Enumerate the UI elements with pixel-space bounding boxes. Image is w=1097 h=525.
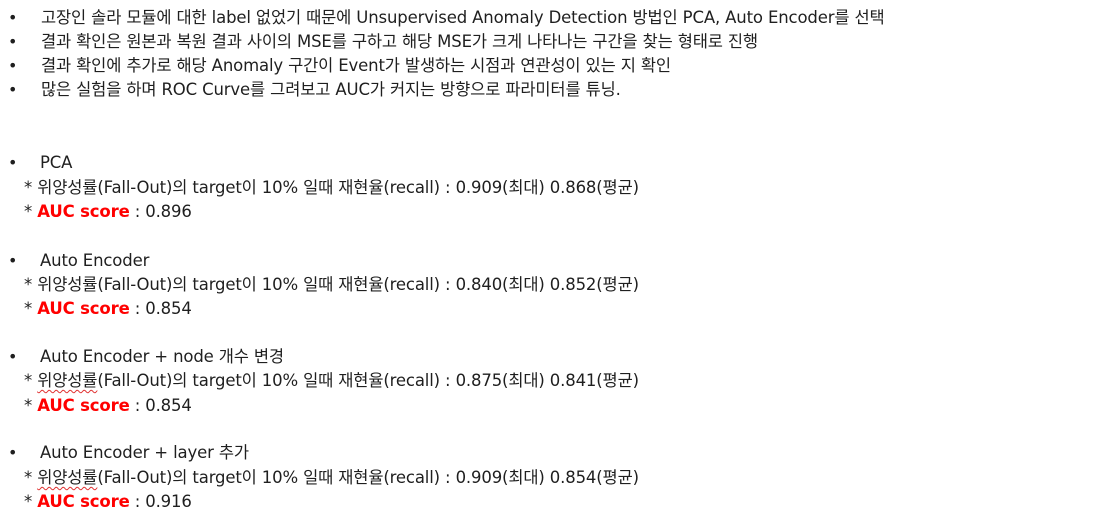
experiment-heading-auto-encoder: • Auto Encoder	[8, 251, 149, 271]
asterisk: *	[24, 299, 38, 318]
asterisk: *	[24, 396, 38, 415]
experiment-recall-line: * 위양성률(Fall-Out)의 target이 10% 일때 재현율(rec…	[24, 177, 639, 199]
recall-text: (Fall-Out)의 target이 10% 일때 재현율(recall) :…	[97, 468, 639, 487]
summary-text: 결과 확인은 원본과 복원 결과 사이의 MSE를 구하고 해당 MSE가 크게…	[41, 32, 758, 51]
auc-score-label: AUC score	[37, 299, 130, 318]
experiment-heading-auto-encoder-node: • Auto Encoder + node 개수 변경	[8, 347, 284, 367]
summary-text: 결과 확인에 추가로 해당 Anomaly 구간이 Event가 발생하는 시점…	[41, 56, 671, 75]
fall-out-term: 위양성률	[37, 468, 98, 487]
experiment-heading-pca: • PCA	[8, 153, 72, 173]
auc-score-value: : 0.854	[129, 299, 192, 318]
bullet-icon: •	[8, 443, 18, 462]
asterisk: *	[24, 178, 38, 197]
summary-item-3: • 결과 확인에 추가로 해당 Anomaly 구간이 Event가 발생하는 시…	[8, 56, 671, 76]
experiment-name: Auto Encoder + node 개수 변경	[40, 347, 284, 366]
summary-item-2: • 결과 확인은 원본과 복원 결과 사이의 MSE를 구하고 해당 MSE가 크…	[8, 32, 758, 52]
experiment-auc-line: * AUC score : 0.854	[24, 298, 192, 320]
asterisk: *	[24, 202, 38, 221]
bullet-icon: •	[8, 153, 18, 172]
experiment-recall-line: * 위양성률(Fall-Out)의 target이 10% 일때 재현율(rec…	[24, 467, 639, 489]
auc-score-value: : 0.916	[129, 492, 192, 511]
asterisk: *	[24, 492, 38, 511]
bullet-icon: •	[8, 32, 18, 51]
experiment-heading-auto-encoder-layer: • Auto Encoder + layer 추가	[8, 443, 249, 463]
auc-score-value: : 0.896	[129, 202, 192, 221]
experiment-recall-line: * 위양성률(Fall-Out)의 target이 10% 일때 재현율(rec…	[24, 370, 639, 392]
experiment-auc-line: * AUC score : 0.916	[24, 491, 192, 513]
bullet-icon: •	[8, 347, 18, 366]
experiment-name: Auto Encoder + layer 추가	[40, 443, 249, 462]
asterisk: *	[24, 275, 38, 294]
bullet-icon: •	[8, 80, 18, 99]
fall-out-term: 위양성률	[37, 178, 98, 197]
experiment-auc-line: * AUC score : 0.896	[24, 201, 192, 223]
fall-out-term: 위양성률	[37, 371, 98, 390]
experiment-recall-line: * 위양성률(Fall-Out)의 target이 10% 일때 재현율(rec…	[24, 274, 639, 296]
bullet-icon: •	[8, 251, 18, 270]
recall-text: (Fall-Out)의 target이 10% 일때 재현율(recall) :…	[97, 178, 639, 197]
fall-out-term: 위양성률	[37, 275, 98, 294]
asterisk: *	[24, 468, 38, 487]
summary-text: 고장인 솔라 모듈에 대한 label 없었기 때문에 Unsupervised…	[41, 8, 885, 27]
summary-text: 많은 실험을 하며 ROC Curve를 그려보고 AUC가 커지는 방향으로 …	[41, 80, 621, 99]
experiment-auc-line: * AUC score : 0.854	[24, 395, 192, 417]
bullet-icon: •	[8, 56, 18, 75]
asterisk: *	[24, 371, 38, 390]
auc-score-label: AUC score	[37, 492, 130, 511]
experiment-name: Auto Encoder	[40, 251, 150, 270]
recall-text: (Fall-Out)의 target이 10% 일때 재현율(recall) :…	[97, 275, 639, 294]
experiment-name: PCA	[40, 153, 73, 172]
auc-score-value: : 0.854	[129, 396, 192, 415]
summary-item-4: • 많은 실험을 하며 ROC Curve를 그려보고 AUC가 커지는 방향으로…	[8, 80, 621, 100]
auc-score-label: AUC score	[37, 202, 130, 221]
recall-text: (Fall-Out)의 target이 10% 일때 재현율(recall) :…	[97, 371, 639, 390]
bullet-icon: •	[8, 8, 18, 27]
summary-item-1: • 고장인 솔라 모듈에 대한 label 없었기 때문에 Unsupervise…	[8, 8, 885, 28]
auc-score-label: AUC score	[37, 396, 130, 415]
